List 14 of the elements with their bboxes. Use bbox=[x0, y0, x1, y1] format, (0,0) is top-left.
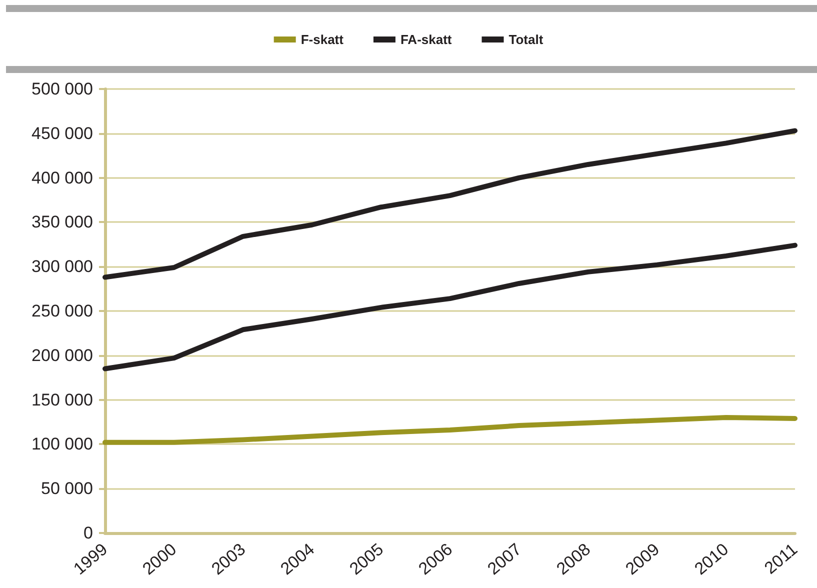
y-tick-label: 200 000 bbox=[32, 346, 93, 365]
y-tick-label: 250 000 bbox=[32, 302, 93, 320]
y-tick-label: 150 000 bbox=[32, 390, 93, 410]
legend-label: FA-skatt bbox=[400, 32, 452, 47]
y-tick-label: 350 000 bbox=[32, 212, 93, 232]
y-tick-label: 0 bbox=[84, 524, 93, 542]
legend-label: Totalt bbox=[508, 32, 544, 47]
y-tick-label: 450 000 bbox=[32, 124, 93, 143]
y-tick-label: 500 000 bbox=[32, 80, 93, 98]
y-tick-label: 100 000 bbox=[32, 434, 93, 454]
legend-label: F-skatt bbox=[300, 32, 344, 47]
y-tick-label: 300 000 bbox=[32, 257, 93, 276]
y-tick-label: 400 000 bbox=[32, 168, 93, 188]
y-tick-label: 50 000 bbox=[41, 479, 93, 498]
